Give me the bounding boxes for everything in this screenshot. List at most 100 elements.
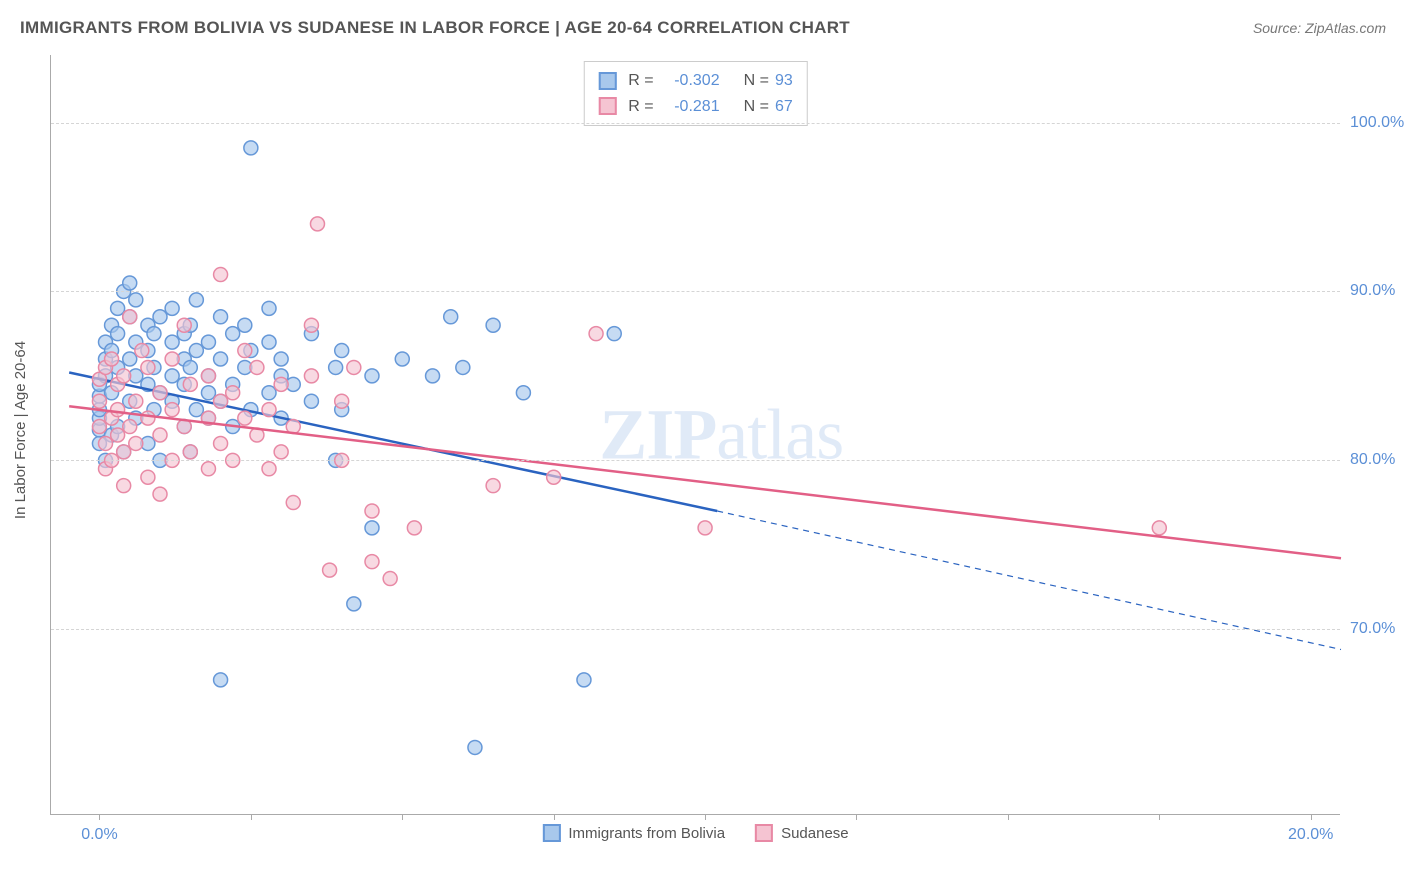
scatter-point-sudanese: [226, 386, 240, 400]
scatter-point-bolivia: [111, 301, 125, 315]
legend-label: Immigrants from Bolivia: [568, 825, 725, 842]
legend-corr-row-sudanese: R =-0.281N = 67: [598, 94, 792, 120]
y-tick-label: 70.0%: [1350, 620, 1406, 638]
scatter-point-sudanese: [141, 470, 155, 484]
scatter-point-bolivia: [365, 369, 379, 383]
legend-swatch-bolivia: [598, 72, 616, 90]
scatter-point-bolivia: [304, 394, 318, 408]
x-tick: [99, 814, 100, 820]
scatter-point-sudanese: [141, 411, 155, 425]
scatter-point-sudanese: [123, 420, 137, 434]
scatter-point-bolivia: [486, 318, 500, 332]
scatter-point-sudanese: [111, 403, 125, 417]
r-label: R =: [628, 68, 653, 94]
scatter-point-bolivia: [238, 318, 252, 332]
scatter-point-bolivia: [577, 673, 591, 687]
scatter-point-sudanese: [365, 555, 379, 569]
scatter-point-sudanese: [262, 403, 276, 417]
legend-series: Immigrants from Bolivia Sudanese: [542, 824, 848, 842]
scatter-point-bolivia: [444, 310, 458, 324]
y-tick-label: 90.0%: [1350, 282, 1406, 300]
y-tick-label: 100.0%: [1350, 114, 1406, 132]
x-tick: [402, 814, 403, 820]
x-tick: [1311, 814, 1312, 820]
scatter-point-bolivia: [165, 369, 179, 383]
scatter-point-bolivia: [165, 335, 179, 349]
scatter-point-bolivia: [262, 301, 276, 315]
scatter-point-bolivia: [111, 327, 125, 341]
scatter-point-sudanese: [117, 445, 131, 459]
scatter-point-bolivia: [262, 335, 276, 349]
scatter-point-sudanese: [589, 327, 603, 341]
legend-item-bolivia: Immigrants from Bolivia: [542, 824, 725, 842]
scatter-point-bolivia: [335, 344, 349, 358]
scatter-point-sudanese: [117, 479, 131, 493]
legend-corr-row-bolivia: R = -0.302 N = 93: [598, 68, 792, 94]
scatter-point-bolivia: [329, 360, 343, 374]
scatter-point-bolivia: [456, 360, 470, 374]
scatter-point-bolivia: [365, 521, 379, 535]
legend-swatch-sudanese: [755, 824, 773, 842]
n-label: N =: [744, 68, 769, 94]
x-tick: [856, 814, 857, 820]
n-value: 93: [775, 68, 793, 94]
x-tick-label: 20.0%: [1288, 826, 1333, 844]
scatter-point-bolivia: [244, 141, 258, 155]
source-label: Source: ZipAtlas.com: [1253, 20, 1386, 36]
r-value: -0.302: [660, 68, 720, 94]
scatter-point-sudanese: [183, 377, 197, 391]
scatter-point-sudanese: [165, 403, 179, 417]
scatter-point-sudanese: [335, 394, 349, 408]
x-tick: [554, 814, 555, 820]
scatter-point-sudanese: [183, 445, 197, 459]
scatter-point-bolivia: [262, 386, 276, 400]
scatter-point-bolivia: [189, 403, 203, 417]
scatter-point-bolivia: [129, 293, 143, 307]
gridline-h: [51, 629, 1340, 630]
x-tick: [251, 814, 252, 820]
n-value: 67: [775, 94, 793, 120]
scatter-point-sudanese: [201, 462, 215, 476]
gridline-h: [51, 460, 1340, 461]
scatter-point-bolivia: [183, 360, 197, 374]
scatter-point-sudanese: [165, 352, 179, 366]
scatter-point-bolivia: [153, 310, 167, 324]
scatter-point-sudanese: [304, 369, 318, 383]
scatter-point-sudanese: [274, 445, 288, 459]
scatter-point-sudanese: [153, 428, 167, 442]
scatter-point-bolivia: [165, 301, 179, 315]
scatter-point-bolivia: [214, 352, 228, 366]
scatter-point-sudanese: [105, 352, 119, 366]
scatter-point-bolivia: [201, 335, 215, 349]
n-label: N =: [744, 94, 769, 120]
scatter-point-sudanese: [92, 420, 106, 434]
scatter-point-bolivia: [123, 352, 137, 366]
scatter-point-sudanese: [238, 344, 252, 358]
scatter-point-bolivia: [607, 327, 621, 341]
scatter-point-sudanese: [123, 310, 137, 324]
scatter-point-sudanese: [177, 318, 191, 332]
x-tick: [1159, 814, 1160, 820]
scatter-point-bolivia: [516, 386, 530, 400]
r-label: R =: [628, 94, 653, 120]
x-tick: [705, 814, 706, 820]
scatter-point-sudanese: [238, 411, 252, 425]
scatter-point-sudanese: [347, 360, 361, 374]
x-tick-label: 0.0%: [81, 826, 117, 844]
scatter-point-sudanese: [407, 521, 421, 535]
legend-swatch-bolivia: [542, 824, 560, 842]
scatter-point-sudanese: [135, 344, 149, 358]
scatter-point-sudanese: [153, 487, 167, 501]
scatter-point-sudanese: [304, 318, 318, 332]
scatter-point-sudanese: [323, 563, 337, 577]
legend-item-sudanese: Sudanese: [755, 824, 849, 842]
legend-correlation: R = -0.302 N = 93R =-0.281N = 67: [583, 61, 807, 126]
scatter-point-bolivia: [426, 369, 440, 383]
scatter-point-sudanese: [214, 436, 228, 450]
scatter-point-sudanese: [262, 462, 276, 476]
scatter-point-bolivia: [468, 740, 482, 754]
scatter-point-sudanese: [383, 572, 397, 586]
x-tick: [1008, 814, 1009, 820]
scatter-point-sudanese: [250, 360, 264, 374]
chart-svg: [51, 55, 1340, 814]
